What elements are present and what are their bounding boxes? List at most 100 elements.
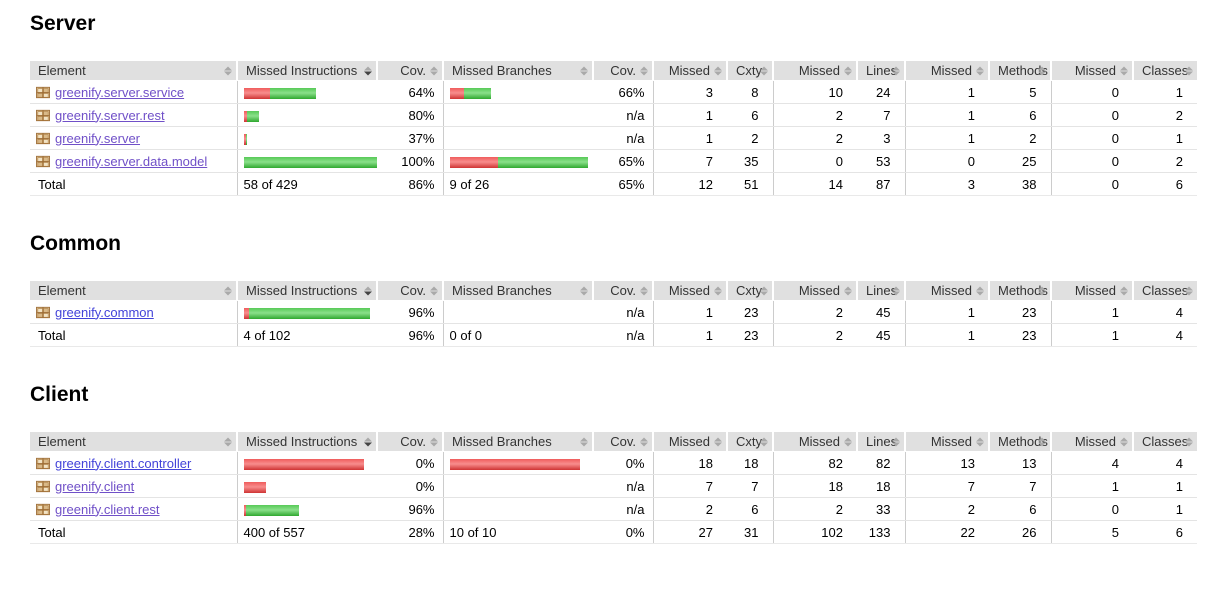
missed-bar-segment	[243, 133, 246, 145]
column-header-label: Cxty	[736, 434, 762, 449]
package-link[interactable]: greenify.client.rest	[55, 501, 160, 517]
column-header-7-missed[interactable]: Missed	[773, 281, 858, 301]
column-header-9-missed[interactable]: Missed	[905, 432, 990, 452]
metric-value: 1	[1133, 474, 1197, 498]
column-header-9-missed[interactable]: Missed	[905, 281, 990, 301]
column-header-label: Cov.	[610, 434, 636, 449]
metric-value: 1	[1133, 497, 1197, 521]
column-header-8-lines[interactable]: Lines	[857, 61, 906, 81]
metric-value: 7	[989, 474, 1052, 498]
sort-down-arrow-icon	[430, 291, 438, 295]
sort-up-arrow-icon	[1185, 66, 1193, 70]
column-header-7-missed[interactable]: Missed	[773, 61, 858, 81]
column-header-5-missed[interactable]: Missed	[653, 281, 728, 301]
column-header-9-missed[interactable]: Missed	[905, 61, 990, 81]
column-header-3-missed-branches[interactable]: Missed Branches	[443, 432, 594, 452]
covered-bar-segment	[245, 133, 247, 145]
sort-down-arrow-icon	[844, 291, 852, 295]
column-header-6-cxty[interactable]: Cxty	[727, 281, 774, 301]
metric-value: 0	[1051, 149, 1133, 173]
package-link[interactable]: greenify.server.service	[55, 84, 185, 100]
total-metric-value: 3	[905, 172, 989, 196]
metric-value: 1	[653, 126, 727, 150]
column-header-4-cov-[interactable]: Cov.	[593, 432, 654, 452]
missed-branches-bar	[443, 451, 593, 475]
total-metric-value: 6	[1133, 172, 1197, 196]
column-header-label: Missed	[668, 283, 710, 298]
sort-up-arrow-icon	[580, 437, 588, 441]
package-link[interactable]: greenify.server.rest	[55, 107, 165, 123]
column-header-2-cov-[interactable]: Cov.	[377, 61, 444, 81]
total-metric-value: 27	[653, 520, 727, 544]
column-header-label: Missed Instructions	[246, 434, 358, 449]
table-row: greenify.client.controller 0% 0% 18 18 82 82 13…	[30, 451, 1197, 475]
sort-down-arrow-icon	[976, 71, 984, 75]
column-header-5-missed[interactable]: Missed	[653, 432, 728, 452]
column-header-11-missed[interactable]: Missed	[1051, 281, 1134, 301]
total-metric-value: 1	[905, 323, 989, 347]
sort-down-arrow-icon	[224, 71, 232, 75]
metric-value: 2	[727, 126, 774, 150]
metric-value: 0	[1051, 103, 1133, 127]
column-header-5-missed[interactable]: Missed	[653, 61, 728, 81]
sort-up-arrow-icon	[760, 286, 768, 290]
column-header-3-missed-branches[interactable]: Missed Branches	[443, 281, 594, 301]
metric-value: 1	[905, 126, 989, 150]
sort-up-arrow-icon	[1185, 286, 1193, 290]
column-header-8-lines[interactable]: Lines	[857, 432, 906, 452]
column-header-12-classes[interactable]: Classes	[1133, 61, 1197, 81]
column-header-12-classes[interactable]: Classes	[1133, 432, 1197, 452]
column-header-label: Missed	[930, 283, 972, 298]
total-instruction-coverage: 86%	[377, 172, 444, 196]
column-header-1-missed-instructions[interactable]: Missed Instructions	[237, 432, 378, 452]
sort-icon	[714, 286, 722, 295]
column-header-0-element[interactable]: Element	[30, 432, 238, 452]
column-header-1-missed-instructions[interactable]: Missed Instructions	[237, 281, 378, 301]
column-header-10-methods[interactable]: Methods	[989, 432, 1052, 452]
column-header-4-cov-[interactable]: Cov.	[593, 281, 654, 301]
instruction-coverage-value: 0%	[377, 474, 444, 498]
sort-down-arrow-icon	[714, 291, 722, 295]
column-header-10-methods[interactable]: Methods	[989, 281, 1052, 301]
metric-value: 2	[653, 497, 727, 521]
sort-icon	[1185, 286, 1193, 295]
column-header-11-missed[interactable]: Missed	[1051, 432, 1134, 452]
sort-up-arrow-icon	[224, 437, 232, 441]
sort-up-arrow-icon	[844, 66, 852, 70]
column-header-0-element[interactable]: Element	[30, 281, 238, 301]
package-link[interactable]: greenify.server.data.model	[55, 153, 208, 169]
sort-down-arrow-icon	[364, 291, 372, 295]
column-header-0-element[interactable]: Element	[30, 61, 238, 81]
column-header-2-cov-[interactable]: Cov.	[377, 432, 444, 452]
metric-value: 4	[1051, 451, 1133, 475]
sort-up-arrow-icon	[364, 437, 372, 441]
column-header-11-missed[interactable]: Missed	[1051, 61, 1134, 81]
sort-icon	[1120, 66, 1128, 75]
column-header-label: Missed	[798, 434, 840, 449]
table-row: greenify.client 0% n/a 7 7 18 18 7 7 1 1	[30, 474, 1197, 498]
column-header-label: Element	[38, 283, 86, 298]
column-header-6-cxty[interactable]: Cxty	[727, 432, 774, 452]
column-header-10-methods[interactable]: Methods	[989, 61, 1052, 81]
column-header-8-lines[interactable]: Lines	[857, 281, 906, 301]
total-metric-value: 133	[857, 520, 906, 544]
column-header-6-cxty[interactable]: Cxty	[727, 61, 774, 81]
sort-up-arrow-icon	[844, 437, 852, 441]
package-link[interactable]: greenify.client	[55, 478, 135, 494]
column-header-4-cov-[interactable]: Cov.	[593, 61, 654, 81]
column-header-3-missed-branches[interactable]: Missed Branches	[443, 61, 594, 81]
metric-value: 1	[653, 300, 727, 324]
package-link[interactable]: greenify.client.controller	[55, 455, 192, 471]
column-header-12-classes[interactable]: Classes	[1133, 281, 1197, 301]
metric-value: 53	[857, 149, 906, 173]
missed-bar-segment	[449, 458, 580, 470]
sort-up-arrow-icon	[1185, 437, 1193, 441]
total-metric-value: 2	[773, 323, 857, 347]
column-header-label: Missed	[1074, 434, 1116, 449]
sort-icon	[640, 437, 648, 446]
column-header-1-missed-instructions[interactable]: Missed Instructions	[237, 61, 378, 81]
column-header-2-cov-[interactable]: Cov.	[377, 281, 444, 301]
package-link[interactable]: greenify.server	[55, 130, 141, 146]
package-link[interactable]: greenify.common	[55, 304, 154, 320]
column-header-7-missed[interactable]: Missed	[773, 432, 858, 452]
